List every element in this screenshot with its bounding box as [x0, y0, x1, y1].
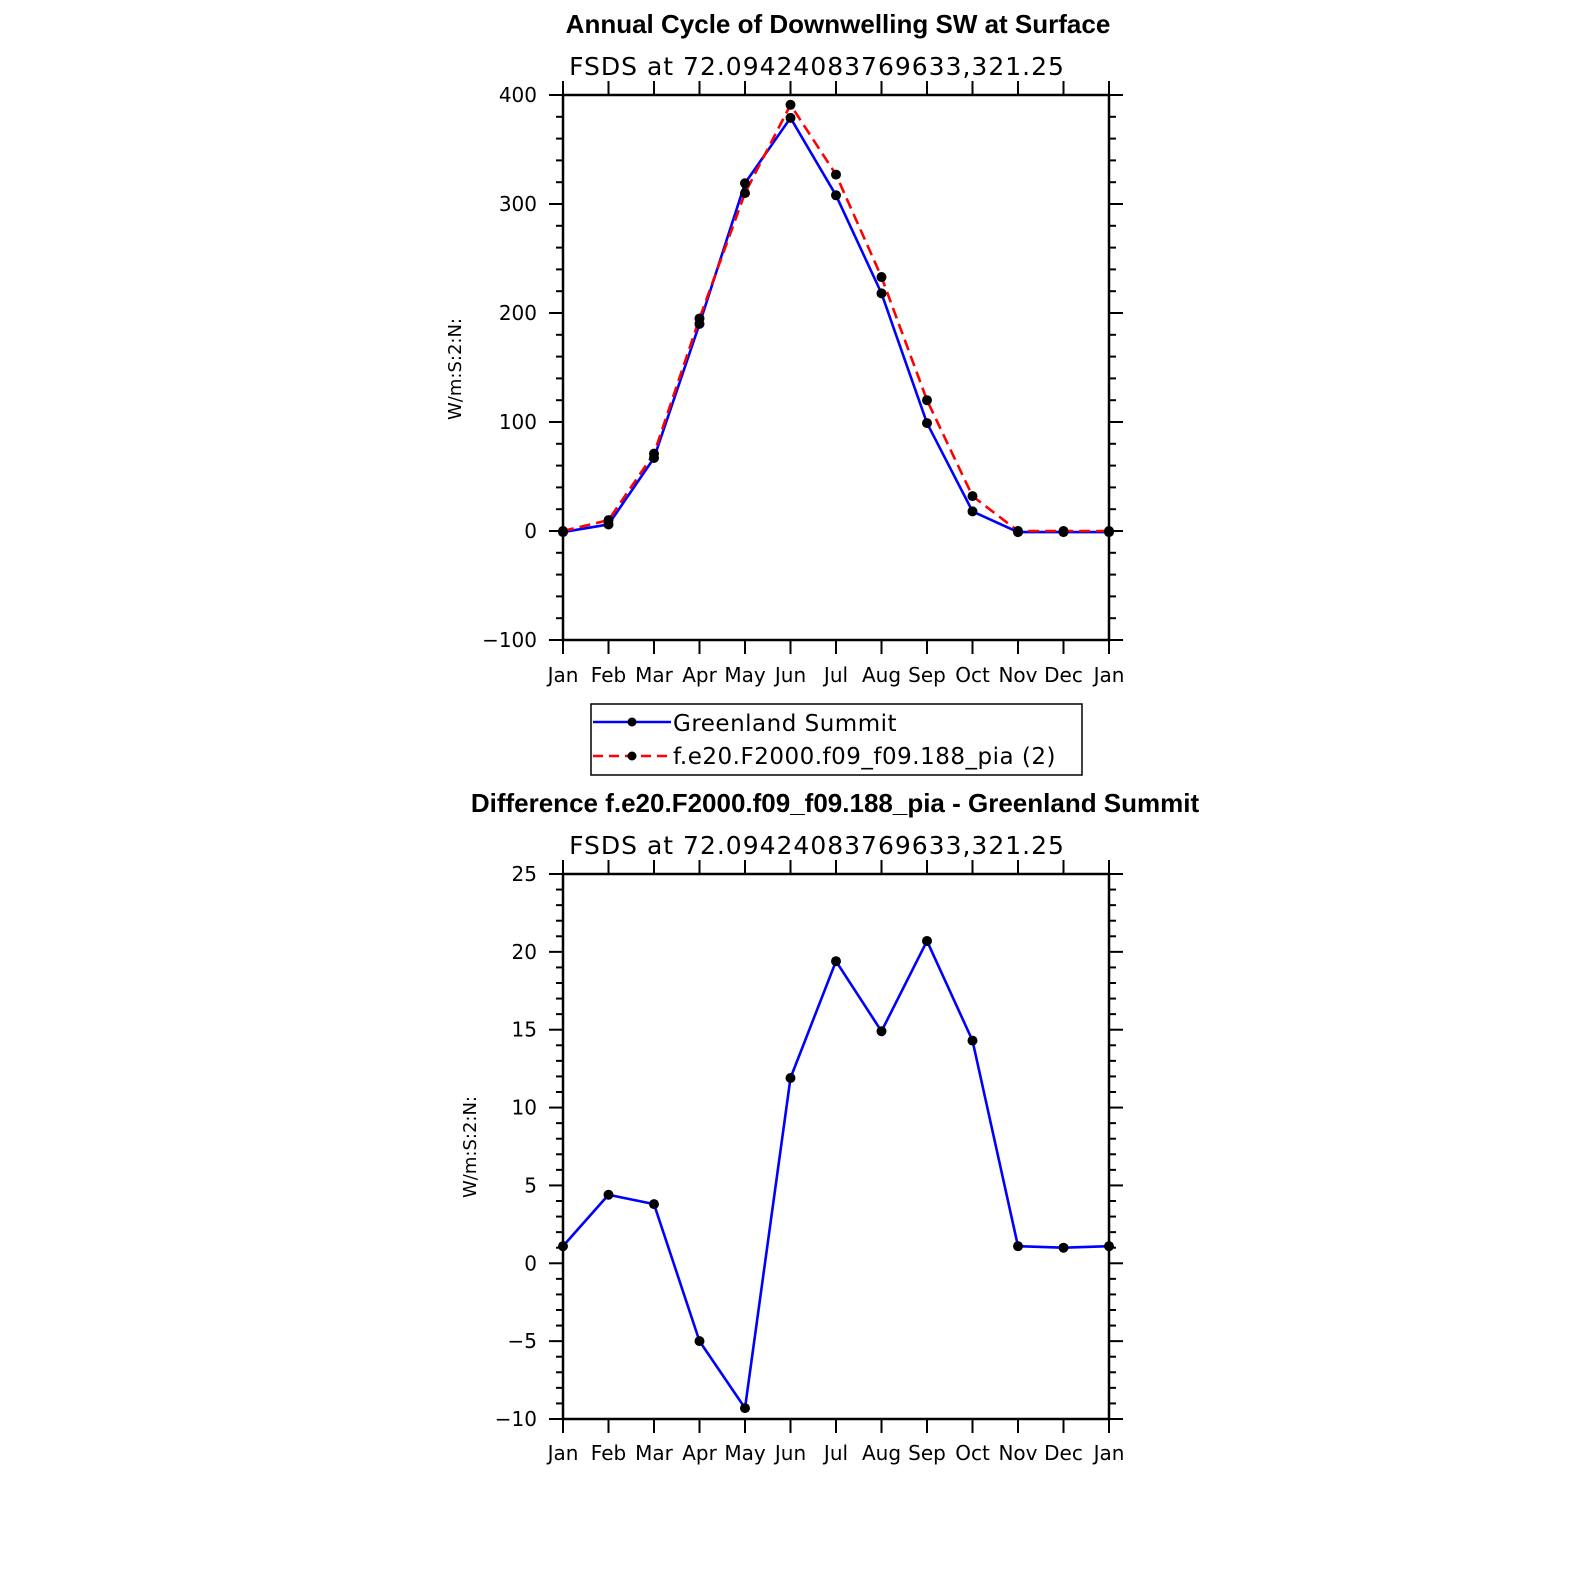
x-tick-label: Jun — [773, 663, 806, 687]
x-tick-label: Apr — [682, 1441, 717, 1465]
x-tick-label: Jul — [822, 663, 848, 687]
x-tick-label: Mar — [635, 663, 674, 687]
x-tick-label: Aug — [862, 1441, 901, 1465]
y-tick-label: 100 — [499, 410, 537, 434]
x-tick-label: Aug — [862, 663, 901, 687]
data-point — [922, 935, 932, 946]
y-tick-label: 0 — [524, 1251, 537, 1275]
x-tick-label: Oct — [955, 663, 990, 687]
data-point — [785, 1072, 796, 1083]
data-point — [785, 112, 796, 123]
x-tick-label: Jan — [546, 663, 579, 687]
data-point — [558, 1241, 568, 1252]
data-point — [649, 1199, 659, 1210]
plot-frame — [561, 872, 1111, 1421]
y-axis-label: W/m:S:2:N: — [445, 318, 466, 420]
data-point — [603, 1189, 614, 1200]
series-line-1 — [562, 103, 1109, 533]
x-tick-label: Apr — [682, 663, 717, 687]
data-point — [967, 1035, 978, 1046]
data-point — [967, 506, 978, 517]
x-tick-label: Jul — [822, 1441, 848, 1465]
legend: Greenland Summit f.e20.F2000.f09_f09.188… — [590, 703, 1083, 776]
data-point — [1013, 526, 1023, 536]
legend-marker-greenland-summit — [627, 717, 637, 727]
data-point — [831, 190, 841, 201]
series-line-0 — [562, 116, 1109, 534]
data-point — [922, 395, 932, 406]
y-tick-label: 10 — [512, 1096, 537, 1120]
data-point — [1104, 1241, 1114, 1252]
y-tick-label: 300 — [499, 192, 537, 216]
x-tick-label: Nov — [998, 663, 1037, 687]
data-point — [967, 491, 978, 502]
x-tick-label: Jun — [773, 1441, 806, 1465]
y-tick-label: −100 — [482, 628, 537, 652]
data-point — [740, 178, 750, 189]
x-tick-label: Dec — [1044, 1441, 1083, 1465]
y-tick-label: −10 — [495, 1407, 537, 1431]
data-point — [1104, 526, 1114, 536]
data-point — [831, 956, 841, 967]
y-tick-label: −5 — [508, 1329, 537, 1353]
data-point — [785, 99, 796, 110]
y-tick-label: 20 — [512, 940, 537, 964]
x-tick-label: Mar — [635, 1441, 674, 1465]
chart-title: Difference f.e20.F2000.f09_f09.188_pia -… — [471, 788, 1200, 818]
plot-area: −10 −5 0 5 10 15 20 25 Jan Feb Mar Apr May Jun Jul Aug S… — [495, 860, 1125, 1465]
x-tick-label: May — [724, 663, 766, 687]
x-tick-label: Feb — [591, 663, 626, 687]
legend-marker-model — [627, 751, 637, 761]
data-point — [740, 1403, 750, 1414]
x-tick-label: Feb — [591, 1441, 626, 1465]
y-tick-label: 200 — [499, 301, 537, 325]
y-tick-label: 25 — [512, 862, 537, 886]
data-point — [694, 313, 705, 324]
data-point — [876, 272, 887, 283]
data-point — [831, 169, 841, 180]
y-tick-label: 400 — [499, 83, 537, 107]
data-point — [603, 515, 614, 526]
x-tick-label: Oct — [955, 1441, 990, 1465]
chart-subtitle: FSDS at 72.09424083769633,321.25 — [569, 831, 1065, 860]
x-tick-label: Sep — [908, 663, 946, 687]
data-point — [1013, 1241, 1023, 1252]
x-tick-label: Jan — [546, 1441, 579, 1465]
annual-cycle-panel: Annual Cycle of Downwelling SW at Surfac… — [445, 9, 1124, 687]
data-point — [922, 418, 932, 429]
x-tick-label: Sep — [908, 1441, 946, 1465]
plot-area: −100 0 100 200 300 400 Jan Feb Mar Apr May Jun Jul Au… — [482, 81, 1124, 687]
legend-label-greenland-summit: Greenland Summit — [673, 711, 897, 737]
data-point — [649, 448, 659, 459]
y-axis-label: W/m:S:2:N: — [460, 1096, 481, 1198]
data-point — [876, 288, 887, 299]
y-tick-label: 0 — [524, 519, 537, 543]
legend-box — [590, 703, 1083, 776]
data-point — [558, 526, 568, 536]
x-tick-label: Dec — [1044, 663, 1083, 687]
chart-subtitle: FSDS at 72.09424083769633,321.25 — [569, 52, 1065, 81]
difference-panel: Difference f.e20.F2000.f09_f09.188_pia -… — [460, 788, 1199, 1465]
x-tick-label: Nov — [998, 1441, 1037, 1465]
x-tick-label: May — [724, 1441, 766, 1465]
series-line-0 — [562, 939, 1110, 1410]
data-point — [1058, 1242, 1069, 1253]
legend-label-model: f.e20.F2000.f09_f09.188_pia (2) — [673, 744, 1056, 770]
data-point — [876, 1026, 887, 1037]
y-tick-label: 5 — [524, 1173, 537, 1197]
x-tick-label: Jan — [1092, 1441, 1125, 1465]
data-point — [1058, 526, 1069, 536]
chart-title: Annual Cycle of Downwelling SW at Surfac… — [566, 9, 1111, 39]
y-tick-label: 15 — [512, 1018, 537, 1042]
data-point — [740, 188, 750, 199]
x-tick-label: Jan — [1092, 663, 1125, 687]
data-point — [694, 1336, 705, 1347]
